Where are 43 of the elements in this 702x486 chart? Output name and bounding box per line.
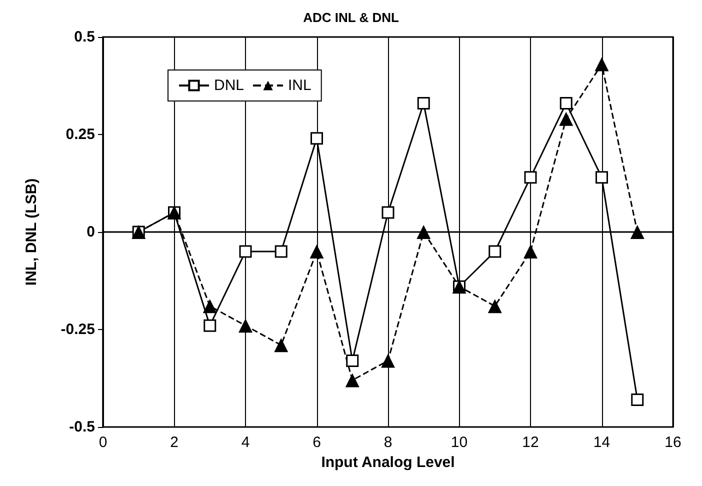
y-tick-label: -0.25 bbox=[60, 321, 95, 338]
point bbox=[559, 112, 574, 126]
x-tick-label: 2 bbox=[170, 434, 178, 451]
point bbox=[416, 225, 431, 239]
x-tick-label: 6 bbox=[312, 434, 321, 451]
legend-label: INL bbox=[288, 77, 312, 94]
point bbox=[524, 171, 537, 184]
x-tick-label: 12 bbox=[522, 434, 539, 451]
point bbox=[202, 299, 217, 314]
x-tick-label: 8 bbox=[384, 434, 392, 451]
point bbox=[596, 171, 608, 184]
y-tick-label: 0.25 bbox=[66, 126, 95, 143]
point bbox=[274, 245, 288, 258]
x-tick-label: 16 bbox=[664, 434, 682, 451]
legend-label: DNL bbox=[214, 77, 244, 94]
point bbox=[630, 225, 644, 239]
point bbox=[239, 245, 252, 258]
point bbox=[594, 57, 609, 72]
point bbox=[310, 244, 324, 258]
point bbox=[310, 132, 323, 145]
y-axis-title: INL, DNL (LSB) bbox=[23, 178, 40, 286]
point bbox=[488, 245, 502, 258]
point bbox=[204, 319, 216, 332]
point bbox=[382, 206, 394, 219]
point bbox=[560, 97, 572, 110]
point bbox=[631, 393, 644, 406]
x-tick-label: 0 bbox=[98, 434, 108, 451]
point bbox=[524, 244, 538, 258]
point bbox=[381, 354, 395, 368]
point bbox=[488, 299, 502, 314]
y-tick-label: 0.5 bbox=[74, 28, 95, 46]
point bbox=[345, 373, 360, 388]
y-tick-label: 0 bbox=[86, 224, 95, 240]
point bbox=[346, 354, 359, 367]
y-tick-label: -0.5 bbox=[69, 418, 95, 436]
point bbox=[238, 318, 252, 333]
point bbox=[417, 97, 430, 110]
chart-title: ADC INL & DNL bbox=[303, 10, 399, 25]
x-tick-label: 14 bbox=[593, 434, 610, 451]
x-axis-title: Input Analog Level bbox=[321, 454, 455, 471]
x-tick-label: 4 bbox=[241, 434, 250, 451]
point bbox=[274, 338, 288, 352]
x-tick-label: 10 bbox=[450, 434, 468, 451]
